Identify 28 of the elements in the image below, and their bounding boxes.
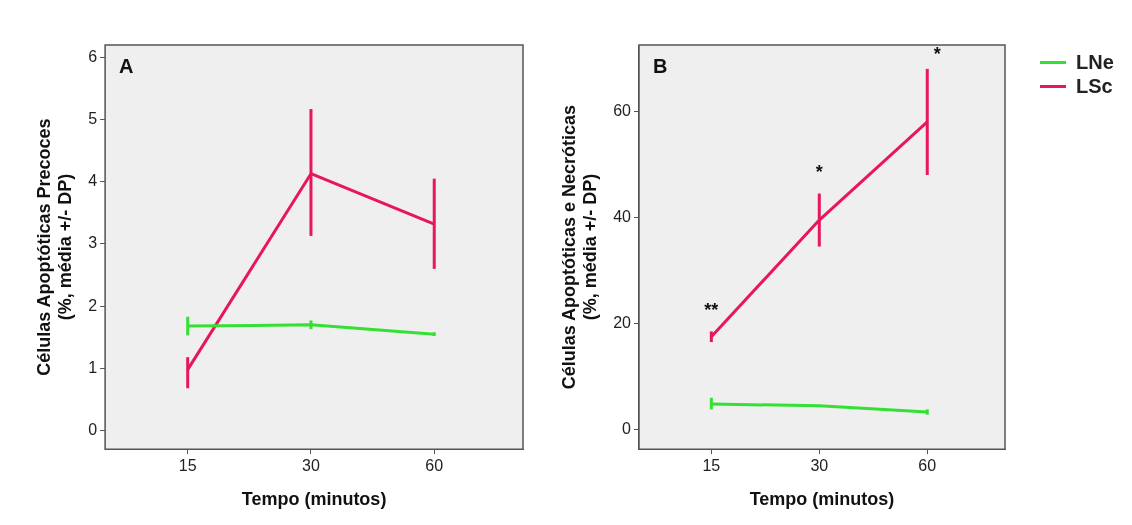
y-tick-label: 2: [88, 296, 98, 314]
y-tick-label: 6: [88, 47, 98, 65]
legend-label: LNe: [1076, 50, 1114, 74]
annotation: *: [815, 162, 823, 183]
text: A: [119, 54, 134, 77]
x-tick-label: 30: [302, 457, 320, 475]
x-tick-label: 30: [810, 457, 829, 475]
text: B: [653, 54, 668, 77]
y-tick-label: 3: [88, 234, 98, 252]
annotation: *: [933, 43, 941, 64]
y-tick-label: 1: [88, 358, 98, 376]
y-axis-title: Células Apoptóticas Precoces (%, média +/- DP): [33, 118, 76, 376]
x-axis-title: Tempo (minutos): [749, 489, 895, 510]
x-tick-label: 15: [702, 457, 721, 475]
x-axis-title: Tempo (minutos): [241, 489, 387, 510]
y-axis-title: Células Apoptóticas e Necróticas (%, média +/- DP): [558, 104, 601, 390]
y-tick-label: 0: [88, 420, 98, 438]
y-tick-label: 40: [613, 207, 632, 225]
annotation: **: [704, 300, 719, 321]
legend-label: LSc: [1076, 74, 1113, 98]
y-tick-label: 4: [88, 172, 98, 190]
y-tick-label: 0: [622, 419, 632, 437]
y-tick-label: 5: [88, 110, 98, 128]
x-tick-label: 60: [425, 457, 444, 475]
x-tick-label: 60: [918, 457, 937, 475]
x-tick-label: 15: [178, 457, 197, 475]
y-tick-label: 20: [613, 313, 632, 331]
y-tick-label: 60: [613, 101, 632, 119]
